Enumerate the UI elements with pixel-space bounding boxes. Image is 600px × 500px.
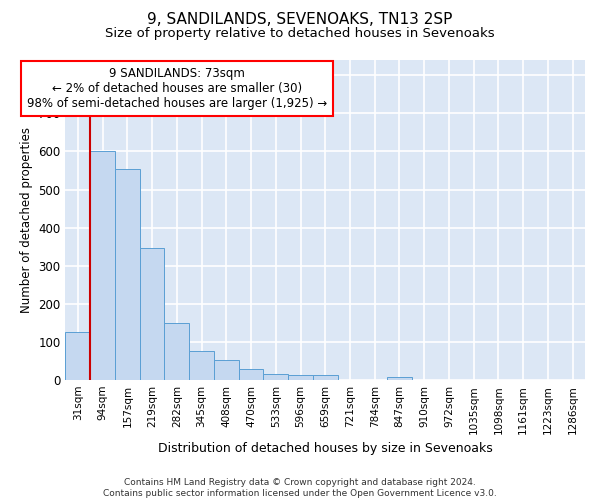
Bar: [387, 377, 412, 380]
Bar: [313, 376, 338, 380]
Bar: [65, 332, 90, 380]
Bar: [239, 368, 263, 380]
Bar: [164, 323, 189, 380]
Bar: [90, 152, 115, 380]
Text: 9 SANDILANDS: 73sqm
← 2% of detached houses are smaller (30)
98% of semi-detache: 9 SANDILANDS: 73sqm ← 2% of detached hou…: [26, 67, 327, 110]
Bar: [263, 374, 288, 380]
Bar: [140, 248, 164, 380]
Y-axis label: Number of detached properties: Number of detached properties: [20, 127, 33, 313]
Bar: [288, 376, 313, 380]
Text: Contains HM Land Registry data © Crown copyright and database right 2024.
Contai: Contains HM Land Registry data © Crown c…: [103, 478, 497, 498]
X-axis label: Distribution of detached houses by size in Sevenoaks: Distribution of detached houses by size …: [158, 442, 493, 455]
Text: 9, SANDILANDS, SEVENOAKS, TN13 2SP: 9, SANDILANDS, SEVENOAKS, TN13 2SP: [148, 12, 452, 28]
Bar: [189, 352, 214, 380]
Bar: [115, 168, 140, 380]
Text: Size of property relative to detached houses in Sevenoaks: Size of property relative to detached ho…: [105, 28, 495, 40]
Bar: [214, 360, 239, 380]
